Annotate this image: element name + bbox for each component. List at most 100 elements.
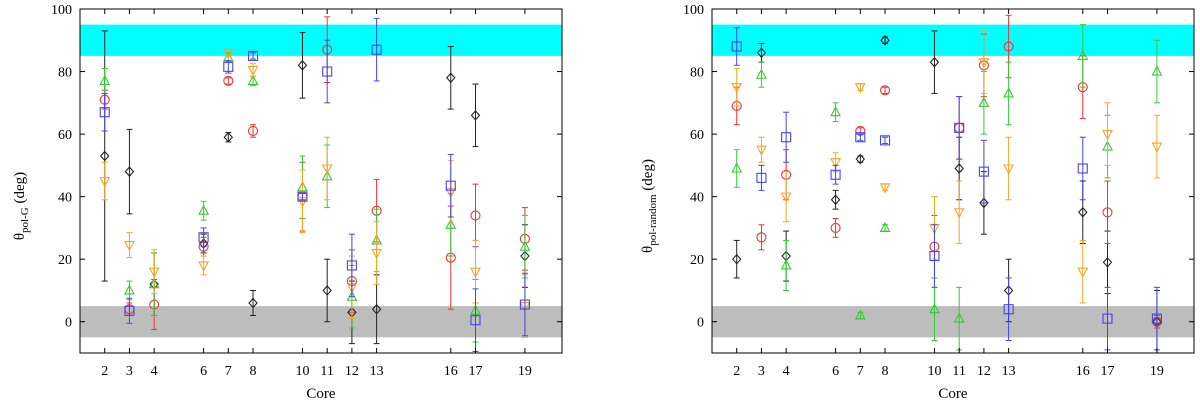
triangle-down-marker: [879, 183, 891, 194]
chart-1-triangle-down-point-core-13: [1003, 136, 1015, 201]
triangle-up-marker: [830, 106, 842, 117]
chart-0-x-tick-label: 16: [444, 364, 458, 379]
circle-marker: [1003, 41, 1014, 52]
chart-0-x-tick-label: 11: [320, 364, 333, 379]
chart-0-x-tick-label: 2: [101, 364, 108, 379]
triangle-up-marker: [854, 309, 866, 320]
chart-1-square-point-core-7: [855, 132, 866, 143]
chart-1-square-point-core-3: [756, 164, 767, 191]
chart-1-y-tick-label: 100: [683, 3, 704, 18]
chart-0-square-point-core-3: [124, 297, 135, 324]
triangle-up-marker: [978, 96, 990, 107]
chart-1-triangle-up-point-core-16: [1077, 24, 1089, 88]
triangle-down-marker: [1003, 164, 1015, 175]
chart-0-x-tick-label: 10: [295, 364, 309, 379]
triangle-up-marker: [780, 259, 792, 270]
triangle-down-marker: [470, 267, 481, 278]
chart-1-square-point-core-8: [879, 135, 891, 146]
chart-0-square-point-core-17: [470, 288, 481, 352]
chart-1-y-tick-label: 0: [697, 316, 704, 331]
chart-0-circle-point-core-7: [223, 75, 234, 86]
triangle-down-marker: [1151, 142, 1163, 153]
chart-0-triangle-down-point-core-4: [148, 249, 160, 295]
square-marker: [1102, 313, 1113, 324]
chart-1-x-tick-label: 8: [882, 364, 889, 379]
square-marker: [756, 172, 767, 183]
chart-0-triangle-down-point-core-2: [99, 161, 111, 201]
diamond-marker: [322, 285, 332, 296]
chart-0-square-point-core-10: [297, 191, 308, 202]
x-axis-label-pol-g: Core: [306, 386, 336, 402]
chart-0-x-tick-label: 8: [250, 364, 257, 379]
chart-0-square-point-core-8: [247, 50, 259, 61]
chart-1-circle-point-core-8: [879, 85, 891, 96]
chart-1-x-tick-label: 12: [977, 364, 991, 379]
circle-marker: [756, 232, 767, 243]
chart-0-square-point-core-7: [223, 60, 234, 74]
chart-1-triangle-down-point-core-8: [879, 183, 891, 194]
chart-1-triangle-down-point-core-11: [953, 180, 965, 245]
triangle-up-marker: [756, 68, 767, 79]
chart-0-triangle-down-point-core-7: [222, 48, 234, 59]
diamond-marker: [99, 150, 110, 162]
chart-1-triangle-down-point-core-4: [780, 171, 792, 223]
triangle-down-marker: [953, 208, 965, 219]
diamond-marker: [954, 163, 964, 174]
chart-0-square-point-core-13: [371, 17, 382, 82]
chart-1-square-point-core-12: [978, 139, 989, 204]
triangle-up-marker: [953, 312, 965, 323]
chart-1-x-tick-label: 7: [857, 364, 864, 379]
triangle-down-marker: [780, 192, 792, 203]
diamond-marker: [1102, 256, 1113, 268]
chart-1-x-tick-label: 2: [733, 364, 740, 379]
chart-0-diamond-point-core-13: [371, 274, 382, 345]
diamond-marker: [756, 47, 767, 59]
chart-1-band-gray-band: [712, 306, 1194, 338]
chart-1-x-tick-label: 4: [783, 364, 790, 379]
triangle-up-marker: [929, 303, 940, 314]
triangle-up-marker: [879, 221, 891, 232]
chart-0-diamond-point-core-7: [223, 131, 234, 143]
chart-0-triangle-down-point-core-11: [321, 136, 333, 201]
square-marker: [731, 41, 742, 52]
triangle-up-marker: [99, 74, 111, 85]
chart-1-x-tick-label: 13: [1002, 364, 1016, 379]
chart-1-triangle-down-point-core-2: [731, 67, 743, 107]
chart-1-triangle-up-point-core-6: [830, 102, 842, 123]
chart-1-triangle-up-point-core-3: [756, 61, 767, 88]
diamond-marker: [371, 303, 382, 315]
chart-0-triangle-up-point-core-6: [198, 200, 210, 221]
chart-1-square-point-core-2: [731, 27, 742, 66]
chart-1-square-point-core-16: [1077, 136, 1088, 201]
chart-0-circle-point-core-8: [247, 124, 259, 138]
chart-0-x-tick-label: 17: [468, 364, 482, 379]
chart-0-triangle-up-point-core-2: [99, 67, 111, 94]
x-axis-label-pol-random: Core: [938, 386, 968, 402]
chart-0-triangle-up-point-core-19: [519, 214, 531, 279]
chart-1-y-tick-label: 80: [690, 66, 704, 81]
chart-1-triangle-down-point-core-19: [1151, 114, 1163, 179]
square-marker: [99, 107, 110, 118]
square-marker: [470, 315, 481, 326]
chart-0-y-tick-label: 40: [58, 191, 72, 206]
circle-marker: [247, 125, 259, 137]
chart-0-triangle-down-point-core-8: [247, 63, 259, 77]
circle-marker: [879, 85, 891, 96]
diamond-marker: [731, 253, 742, 265]
triangle-down-marker: [99, 176, 111, 188]
square-marker: [1151, 313, 1162, 324]
square-marker: [879, 135, 891, 146]
chart-1-square-point-core-4: [781, 111, 792, 163]
chart-1-y-tick-label: 20: [690, 253, 704, 268]
chart-1-diamond-point-core-6: [830, 189, 841, 210]
chart-1-diamond-point-core-8: [880, 34, 890, 46]
chart-1-triangle-up-point-core-2: [731, 149, 743, 188]
chart-1-band-cyan-band: [712, 24, 1194, 56]
chart-0-diamond-point-core-16: [446, 46, 456, 110]
chart-0-square-point-core-2: [99, 92, 110, 132]
diamond-marker: [929, 56, 940, 68]
chart-0-x-tick-label: 3: [126, 364, 133, 379]
chart-0-triangle-down-point-core-13: [371, 221, 383, 285]
chart-0-triangle-up-point-core-3: [124, 280, 135, 301]
circle-marker: [830, 222, 841, 233]
